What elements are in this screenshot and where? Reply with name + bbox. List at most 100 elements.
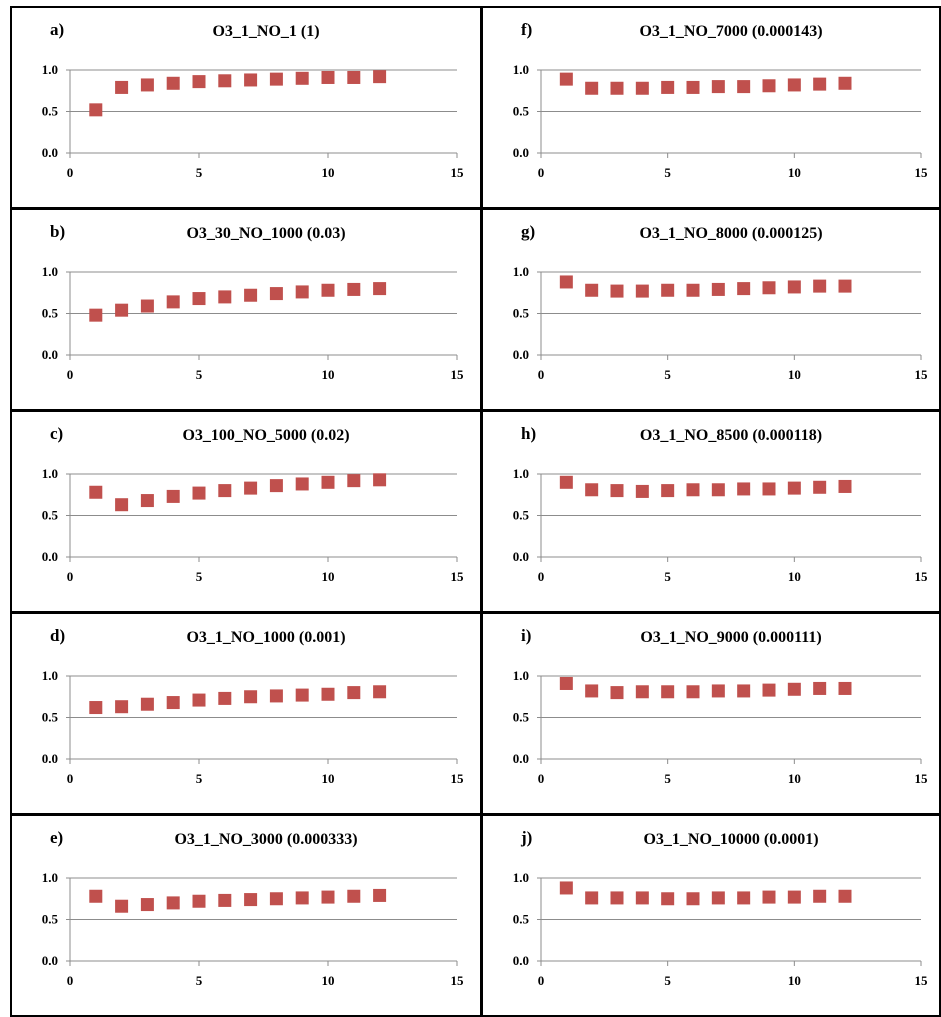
data-point bbox=[244, 893, 258, 907]
chart-panel-j: j) O3_1_NO_10000 (0.0001) 0.0 0.5 1.0 0 5 10 15 bbox=[481, 814, 941, 1017]
y-tick-label: 0.5 bbox=[42, 912, 59, 927]
y-tick-label: 0.5 bbox=[513, 912, 530, 927]
data-point bbox=[166, 696, 180, 710]
chart-plot: 0.0 0.5 1.0 0 5 10 15 bbox=[513, 668, 929, 786]
y-tick-label: 0.5 bbox=[513, 508, 530, 523]
data-point bbox=[89, 701, 103, 715]
chart-panel-i: i) O3_1_NO_9000 (0.000111) 0.0 0.5 1.0 0 5 10 15 bbox=[481, 612, 941, 815]
data-point bbox=[762, 890, 776, 904]
x-tick-label: 15 bbox=[451, 771, 465, 786]
data-point bbox=[244, 690, 258, 704]
y-tick-label: 1.0 bbox=[42, 466, 58, 481]
y-tick-label: 0.0 bbox=[42, 145, 58, 160]
y-tick-label: 0.0 bbox=[513, 953, 529, 968]
data-point bbox=[269, 892, 283, 906]
data-point bbox=[787, 890, 801, 904]
data-point bbox=[347, 282, 361, 296]
data-point bbox=[218, 290, 232, 304]
data-point bbox=[115, 498, 129, 512]
y-tick-label: 1.0 bbox=[42, 870, 58, 885]
y-tick-label: 0.5 bbox=[42, 508, 59, 523]
panel-letter: f) bbox=[521, 20, 533, 39]
x-tick-label: 15 bbox=[915, 973, 929, 988]
panel-letter: g) bbox=[521, 222, 536, 241]
x-tick-label: 15 bbox=[451, 367, 465, 382]
x-tick-label: 5 bbox=[664, 771, 671, 786]
data-point bbox=[686, 892, 700, 906]
data-point bbox=[787, 682, 801, 696]
data-point bbox=[373, 282, 387, 296]
data-point bbox=[585, 684, 599, 698]
data-point bbox=[838, 479, 852, 493]
x-tick-label: 5 bbox=[196, 165, 203, 180]
data-point bbox=[373, 888, 387, 902]
data-point bbox=[711, 891, 725, 905]
data-point bbox=[559, 275, 573, 289]
data-point bbox=[89, 308, 103, 322]
chart-title: O3_30_NO_1000 (0.03) bbox=[186, 225, 346, 242]
data-point bbox=[218, 691, 232, 705]
data-point bbox=[347, 70, 361, 84]
x-tick-label: 15 bbox=[915, 771, 929, 786]
data-point bbox=[347, 686, 361, 700]
x-tick-label: 10 bbox=[322, 973, 335, 988]
chart-title: O3_100_NO_5000 (0.02) bbox=[182, 427, 350, 444]
data-point bbox=[787, 280, 801, 294]
chart-plot: 0.0 0.5 1.0 0 5 10 15 bbox=[42, 62, 464, 180]
chart-title: O3_1_NO_7000 (0.000143) bbox=[639, 23, 823, 40]
chart-panel-b: b) O3_30_NO_1000 (0.03) 0.0 0.5 1.0 0 5 10 15 bbox=[10, 208, 482, 411]
x-tick-label: 15 bbox=[915, 367, 929, 382]
panel-letter: d) bbox=[50, 626, 66, 645]
y-tick-label: 0.0 bbox=[42, 953, 58, 968]
x-tick-label: 0 bbox=[67, 973, 74, 988]
panel-letter: e) bbox=[50, 828, 64, 847]
data-point bbox=[610, 891, 624, 905]
y-tick-label: 0.5 bbox=[513, 306, 530, 321]
x-tick-label: 10 bbox=[322, 569, 335, 584]
data-point bbox=[686, 80, 700, 94]
data-point bbox=[711, 282, 725, 296]
y-tick-label: 0.5 bbox=[42, 710, 59, 725]
data-point bbox=[635, 891, 649, 905]
data-point bbox=[838, 889, 852, 903]
data-point bbox=[737, 282, 751, 296]
x-tick-label: 10 bbox=[322, 771, 335, 786]
y-tick-label: 1.0 bbox=[42, 264, 58, 279]
y-tick-label: 0.0 bbox=[513, 549, 529, 564]
chart-panel-f: f) O3_1_NO_7000 (0.000143) 0.0 0.5 1.0 0 5 10 15 bbox=[481, 6, 941, 209]
y-tick-label: 0.5 bbox=[42, 104, 59, 119]
x-tick-label: 0 bbox=[67, 569, 74, 584]
panel-letter: j) bbox=[521, 828, 533, 847]
data-point bbox=[218, 74, 232, 88]
data-point bbox=[787, 481, 801, 495]
y-tick-label: 0.0 bbox=[513, 751, 529, 766]
x-tick-label: 5 bbox=[196, 973, 203, 988]
data-point bbox=[737, 482, 751, 496]
y-tick-label: 1.0 bbox=[513, 62, 529, 77]
y-tick-label: 1.0 bbox=[42, 668, 58, 683]
data-point bbox=[269, 72, 283, 86]
data-point bbox=[373, 70, 387, 84]
data-point bbox=[610, 284, 624, 298]
x-tick-label: 10 bbox=[788, 165, 801, 180]
data-point bbox=[321, 687, 335, 701]
chart-plot: 0.0 0.5 1.0 0 5 10 15 bbox=[42, 466, 465, 584]
data-point bbox=[559, 72, 573, 86]
x-tick-label: 15 bbox=[451, 569, 465, 584]
chart-panel-g: g) O3_1_NO_8000 (0.000125) 0.0 0.5 1.0 0 5 10 15 bbox=[481, 208, 941, 411]
data-point bbox=[737, 684, 751, 698]
data-point bbox=[585, 891, 599, 905]
chart-plot: 0.0 0.5 1.0 0 5 10 15 bbox=[42, 870, 464, 988]
data-point bbox=[661, 685, 675, 699]
data-point bbox=[610, 81, 624, 95]
panel-letter: h) bbox=[521, 424, 537, 443]
data-point bbox=[787, 78, 801, 92]
data-point bbox=[115, 303, 129, 317]
data-point bbox=[269, 287, 283, 301]
data-point bbox=[89, 485, 103, 499]
data-point bbox=[269, 689, 283, 703]
data-point bbox=[140, 78, 154, 92]
data-point bbox=[813, 480, 827, 494]
chart-panel-a: a) O3_1_NO_1 (1) 0.0 0.5 1.0 0 5 10 15 bbox=[10, 6, 482, 209]
data-point bbox=[838, 279, 852, 293]
